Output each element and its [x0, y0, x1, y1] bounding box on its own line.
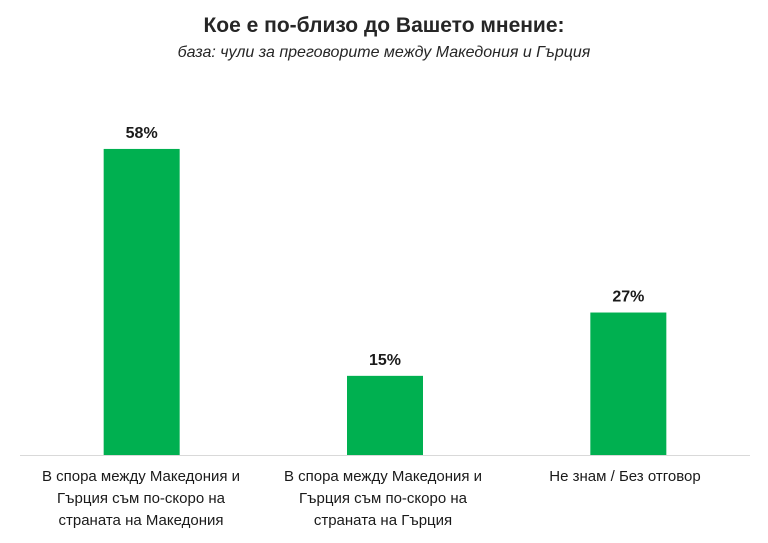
- data-label-0: 58%: [126, 125, 158, 142]
- chart-subtitle: база: чули за преговорите между Македони…: [177, 44, 591, 61]
- chart-title: Кое е по-близо до Вашето мнение:: [203, 14, 565, 37]
- bar-2: [590, 312, 667, 455]
- bar-0: [103, 148, 180, 455]
- data-label-1: 15%: [369, 352, 401, 369]
- category-label-greece: В спора между Македония и Гърция съм по-…: [283, 468, 483, 529]
- data-label-2: 27%: [612, 289, 644, 306]
- category-label-dont-know: Не знам / Без отговор: [549, 468, 701, 485]
- category-label-macedonia: В спора между Македония и Гърция съм по-…: [41, 468, 241, 529]
- bar-1: [347, 375, 423, 455]
